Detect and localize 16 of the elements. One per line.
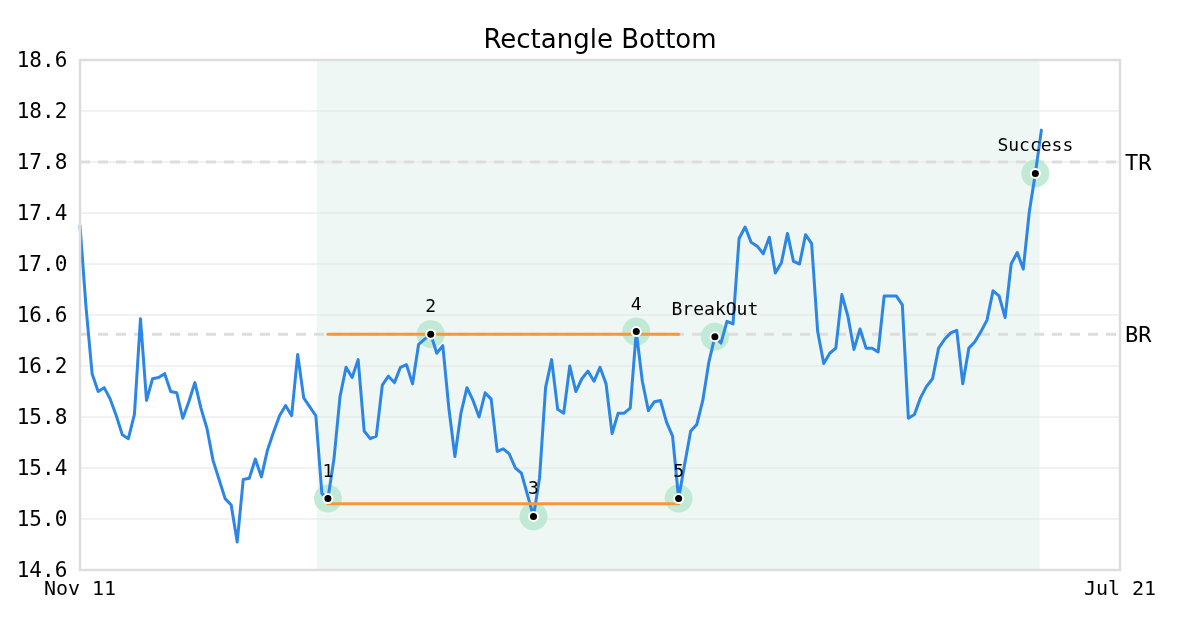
y-tick-label: 16.6 (16, 303, 68, 327)
ref-line-label: TR (1125, 150, 1153, 175)
x-tick-label: Jul 21 (1083, 576, 1157, 600)
y-tick-label: 15.8 (16, 405, 68, 429)
ref-line-label: BR (1125, 322, 1153, 348)
y-tick-label: 17.8 (16, 150, 68, 174)
y-tick-label: 17.0 (16, 252, 68, 276)
chart-title: Rectangle Bottom (483, 24, 717, 54)
y-tick-label: 15.4 (16, 456, 68, 480)
y-tick-label: 18.6 (16, 48, 68, 72)
y-tick-label: 16.2 (16, 354, 68, 378)
y-tick-label: 18.2 (16, 99, 68, 123)
y-tick-label: 17.4 (16, 201, 68, 225)
annotation: 4 (630, 292, 642, 314)
y-tick-label: 15.0 (16, 507, 68, 531)
annotation: 2 (425, 295, 437, 317)
